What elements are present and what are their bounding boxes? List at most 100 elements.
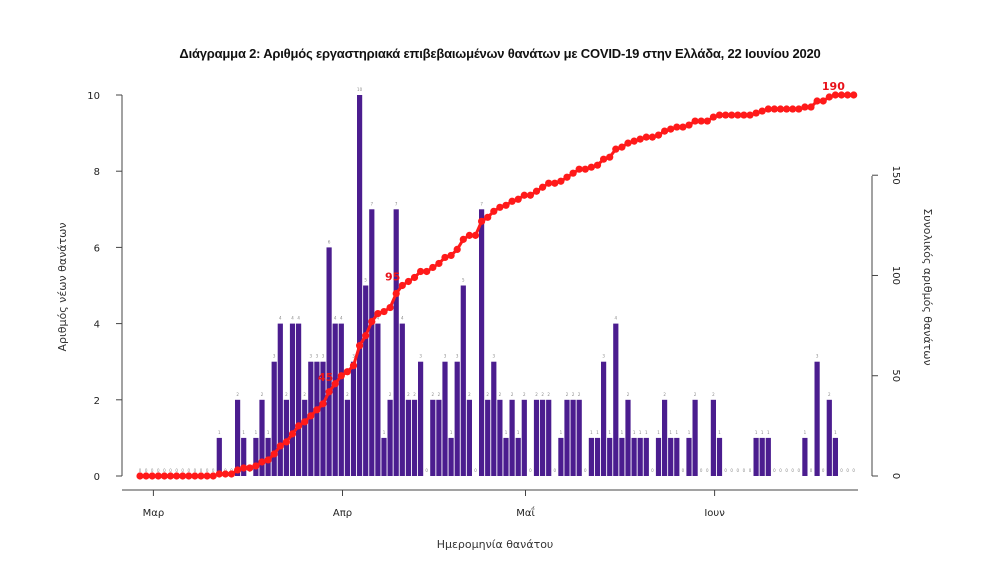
cumulative-point xyxy=(496,203,504,211)
cumulative-point xyxy=(642,133,650,141)
bar-label: 2 xyxy=(535,392,538,397)
y2-tick-label: 50 xyxy=(890,369,901,382)
bar-label: 0 xyxy=(846,468,849,473)
y-tick-label: 4 xyxy=(94,320,100,331)
bar-label: 0 xyxy=(554,468,557,473)
bar-labels-group: 0000000000000100210121342442333644231057… xyxy=(139,87,856,473)
bar xyxy=(436,399,442,476)
bar-label: 0 xyxy=(425,468,428,473)
cumulative-point xyxy=(465,231,473,239)
bar xyxy=(326,247,332,476)
bar xyxy=(253,437,259,476)
bar-label: 2 xyxy=(499,392,502,397)
bar xyxy=(594,437,601,476)
cumulative-point xyxy=(362,332,370,340)
bar xyxy=(814,361,820,476)
bar xyxy=(344,399,350,476)
y-tick-label: 10 xyxy=(87,91,100,102)
bar-label: 2 xyxy=(438,392,441,397)
bar-label: 0 xyxy=(157,468,160,473)
bar xyxy=(826,399,832,476)
bar-label: 1 xyxy=(218,430,221,435)
bar-label: 0 xyxy=(791,468,794,473)
y-tick-label: 2 xyxy=(94,396,100,407)
bar xyxy=(674,437,680,476)
cumulative-point xyxy=(837,91,846,99)
bar xyxy=(277,323,283,476)
bar-label: 1 xyxy=(718,430,721,435)
y-axis-label: Αριθμός νέων θανάτων xyxy=(56,223,69,352)
cumulative-point xyxy=(179,472,187,480)
bar-label: 0 xyxy=(749,468,752,473)
cumulative-point xyxy=(227,470,236,478)
cumulative-point xyxy=(240,464,248,472)
bar-label: 2 xyxy=(694,392,697,397)
bar xyxy=(625,399,631,476)
x-axis-label: Ημερομηνία θανάτου xyxy=(437,538,554,551)
bar-label: 7 xyxy=(480,201,483,206)
cumulative-point xyxy=(288,430,297,438)
cumulative-point xyxy=(654,131,663,139)
cumulative-point xyxy=(734,111,742,119)
cumulative-point xyxy=(502,201,510,209)
annotation-label: 190 xyxy=(822,80,845,93)
bar-label: 0 xyxy=(724,468,727,473)
bar-label: 0 xyxy=(785,468,788,473)
bar xyxy=(405,399,411,476)
bar-label: 1 xyxy=(804,430,807,435)
cumulative-point xyxy=(746,111,754,119)
cumulative-point xyxy=(679,123,687,131)
bar xyxy=(216,437,222,476)
cumulative-point xyxy=(301,418,309,426)
cumulative-point xyxy=(728,111,736,119)
bar xyxy=(387,399,393,476)
x-tick-label: Μαρ xyxy=(143,508,165,519)
cumulative-point xyxy=(166,472,175,480)
cumulative-point xyxy=(600,155,608,163)
bar xyxy=(753,437,759,476)
cumulative-point xyxy=(459,235,467,243)
bar-label: 4 xyxy=(340,316,343,321)
bar-label: 0 xyxy=(810,468,813,473)
cumulative-point xyxy=(404,277,412,286)
cumulative-point xyxy=(380,307,388,316)
bar xyxy=(399,323,405,476)
bar xyxy=(716,437,723,476)
bar-label: 0 xyxy=(163,468,166,473)
bar-label: 4 xyxy=(377,316,380,321)
cumulative-point xyxy=(673,123,681,131)
y2-tick-label: 0 xyxy=(890,473,901,479)
bar xyxy=(369,209,375,477)
y2-ticks: 0 50 100 150 xyxy=(872,166,901,479)
bar xyxy=(643,437,649,476)
cumulative-point xyxy=(148,472,156,480)
bar xyxy=(466,399,472,476)
bar xyxy=(613,323,619,476)
bar-label: 2 xyxy=(468,392,471,397)
bar-label: 0 xyxy=(175,468,178,473)
annotation-label: 95 xyxy=(385,271,400,284)
bar-label: 3 xyxy=(316,354,319,359)
cumulative-line xyxy=(140,93,854,478)
cumulative-point xyxy=(203,472,211,480)
cumulative-point xyxy=(776,105,785,113)
bar xyxy=(338,323,344,476)
cumulative-point xyxy=(667,125,675,133)
bar-label: 0 xyxy=(181,468,184,473)
bar-label: 1 xyxy=(450,430,453,435)
bar xyxy=(515,437,521,476)
bar xyxy=(241,437,247,476)
bar xyxy=(576,399,582,476)
bar-label: 1 xyxy=(834,430,837,435)
cumulative-point xyxy=(520,191,528,199)
annotation-label: 45 xyxy=(318,371,333,384)
cumulative-point xyxy=(764,105,772,113)
bar xyxy=(686,437,692,476)
bar-label: 2 xyxy=(389,392,392,397)
cumulative-point xyxy=(478,217,486,225)
cumulative-point xyxy=(831,91,840,99)
bar-label: 0 xyxy=(798,468,801,473)
bar-label: 1 xyxy=(633,430,636,435)
bar xyxy=(637,437,643,476)
bar-label: 3 xyxy=(602,354,605,359)
